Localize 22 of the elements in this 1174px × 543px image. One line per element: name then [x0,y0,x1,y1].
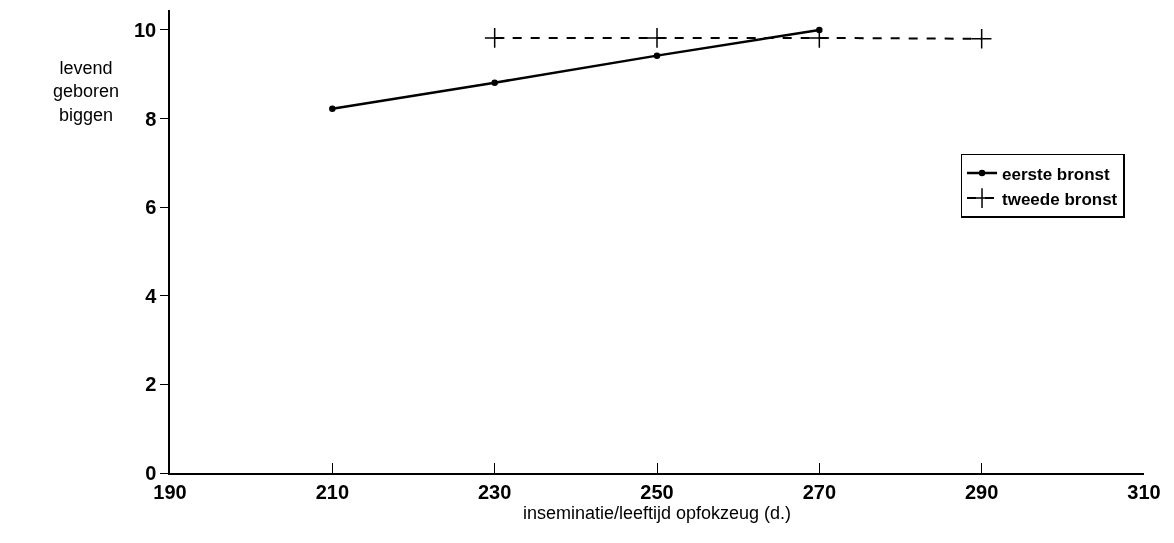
x-tick-label: 290 [964,480,999,503]
point [971,28,993,50]
legend-label: eerste bronst [1002,164,1111,184]
y-tick-label: 4 [145,284,158,307]
x-tick-label: 230 [477,480,512,503]
x-tick-label: 270 [802,480,837,503]
point [329,105,336,113]
point [646,27,668,49]
x-tick-label: 250 [640,480,674,503]
point [653,52,661,59]
point [816,26,823,34]
point [491,79,498,86]
legend-label: tweede bronst [1002,189,1118,209]
x-tick-label: 310 [1127,480,1161,503]
x-tick-label: 210 [315,480,350,503]
point [484,27,506,49]
y-axis-title: levend geboren biggen [53,58,120,125]
y-tick-label: 10 [134,18,157,41]
y-tick-label: 8 [145,107,157,130]
x-axis-title: inseminatie/leeftijd opfokzeug (d.) [522,502,792,523]
y-tick-label: 2 [145,373,157,396]
y-tick-label: 6 [145,196,157,219]
